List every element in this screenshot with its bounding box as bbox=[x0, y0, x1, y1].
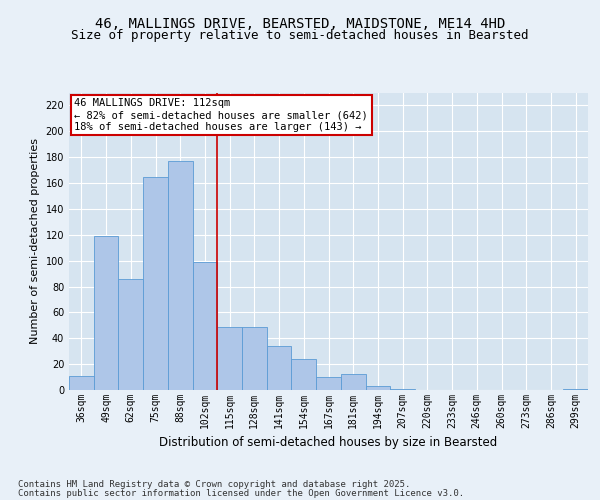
Bar bbox=[292, 359, 316, 390]
Text: Contains HM Land Registry data © Crown copyright and database right 2025.: Contains HM Land Registry data © Crown c… bbox=[18, 480, 410, 489]
Bar bbox=[316, 377, 341, 390]
Text: 46 MALLINGS DRIVE: 112sqm
← 82% of semi-detached houses are smaller (642)
18% of: 46 MALLINGS DRIVE: 112sqm ← 82% of semi-… bbox=[74, 98, 368, 132]
Bar bbox=[193, 262, 217, 390]
Bar bbox=[143, 176, 168, 390]
X-axis label: Distribution of semi-detached houses by size in Bearsted: Distribution of semi-detached houses by … bbox=[160, 436, 497, 450]
Bar bbox=[563, 388, 588, 390]
Y-axis label: Number of semi-detached properties: Number of semi-detached properties bbox=[30, 138, 40, 344]
Bar bbox=[168, 161, 193, 390]
Bar bbox=[94, 236, 118, 390]
Bar bbox=[267, 346, 292, 390]
Text: 46, MALLINGS DRIVE, BEARSTED, MAIDSTONE, ME14 4HD: 46, MALLINGS DRIVE, BEARSTED, MAIDSTONE,… bbox=[95, 18, 505, 32]
Text: Contains public sector information licensed under the Open Government Licence v3: Contains public sector information licen… bbox=[18, 488, 464, 498]
Bar bbox=[390, 388, 415, 390]
Bar bbox=[365, 386, 390, 390]
Bar bbox=[118, 279, 143, 390]
Bar bbox=[341, 374, 365, 390]
Bar bbox=[217, 326, 242, 390]
Bar bbox=[242, 326, 267, 390]
Text: Size of property relative to semi-detached houses in Bearsted: Size of property relative to semi-detach… bbox=[71, 29, 529, 42]
Bar bbox=[69, 376, 94, 390]
